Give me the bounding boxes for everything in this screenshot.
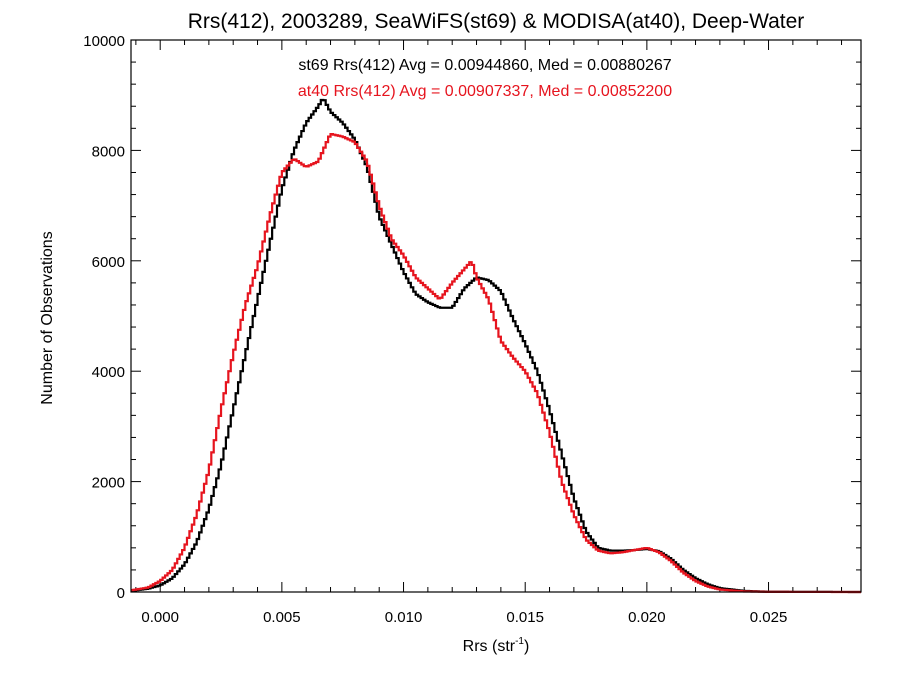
chart-title: Rrs(412), 2003289, SeaWiFS(st69) & MODIS…	[188, 10, 805, 33]
plot-frame	[130, 39, 862, 593]
y-tick-label: 8000	[92, 143, 125, 160]
x-axis-label-base: Rrs (str	[463, 638, 516, 655]
y-tick-label: 0	[117, 585, 125, 602]
x-axis-label-sup: -1	[515, 636, 524, 647]
x-axis-label: Rrs (str-1)	[463, 636, 530, 655]
y-tick-label: 6000	[92, 254, 125, 271]
x-tick-label: 0.015	[506, 609, 544, 626]
legend-entry-st69: st69 Rrs(412) Avg = 0.00944860, Med = 0.…	[298, 57, 671, 74]
y-tick-label: 2000	[92, 475, 125, 492]
series-line-st69	[131, 98, 861, 594]
x-tick-label: 0.005	[263, 609, 301, 626]
x-tick-label: 0.020	[628, 609, 666, 626]
y-axis-label: Number of Observations	[39, 231, 56, 404]
legend-entry-at40: at40 Rrs(412) Avg = 0.00907337, Med = 0.…	[298, 83, 672, 100]
series-line-at40	[131, 133, 861, 594]
x-tick-label: 0.010	[385, 609, 423, 626]
data-series	[131, 98, 861, 594]
x-axis-label-close: )	[524, 638, 529, 655]
y-tick-label: 4000	[92, 364, 125, 381]
x-tick-label: 0.000	[141, 609, 179, 626]
y-tick-label: 10000	[83, 33, 125, 50]
x-tick-label: 0.025	[750, 609, 788, 626]
